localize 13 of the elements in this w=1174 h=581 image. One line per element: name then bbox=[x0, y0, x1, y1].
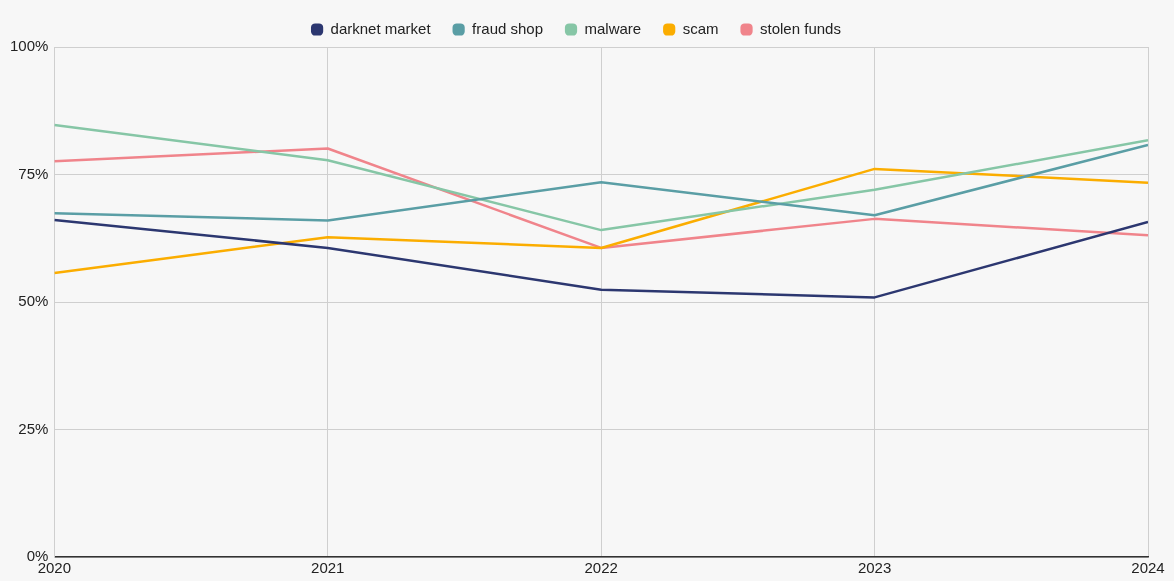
legend-label: darknet market bbox=[330, 19, 432, 37]
x-tick-label: 2021 bbox=[311, 559, 345, 577]
x-tick-label: 2023 bbox=[857, 559, 892, 577]
legend-label: scam bbox=[682, 19, 719, 37]
y-tick-label: 75% bbox=[18, 164, 49, 182]
y-tick-label: 100% bbox=[9, 37, 49, 55]
legend-label: malware bbox=[584, 19, 642, 37]
legend-label: fraud shop bbox=[472, 19, 544, 37]
y-tick-label: 50% bbox=[18, 292, 49, 310]
x-tick-label: 2024 bbox=[1131, 559, 1165, 577]
x-tick-label: 2022 bbox=[584, 559, 618, 577]
y-tick-label: 25% bbox=[18, 419, 49, 437]
legend-label: stolen funds bbox=[760, 19, 841, 37]
